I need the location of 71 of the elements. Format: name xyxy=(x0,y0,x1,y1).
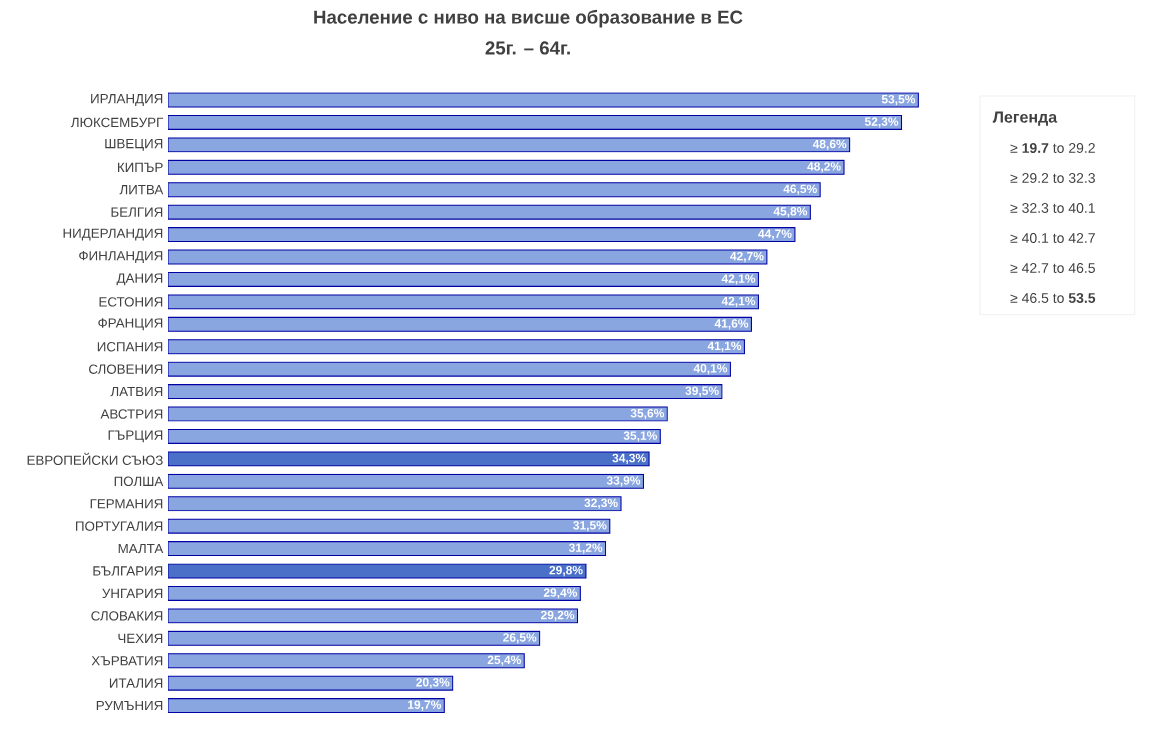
text: Легенда xyxy=(992,111,1058,126)
y-tick-label: ЕСТОНИЯ xyxy=(99,297,163,307)
bar xyxy=(168,608,579,624)
data-label: 40,1% xyxy=(693,364,728,375)
y-tick-label: МАЛТА xyxy=(118,543,164,554)
bar xyxy=(168,541,607,557)
data-label: 29,8% xyxy=(549,565,583,577)
data-label: 52,3% xyxy=(864,117,899,128)
bar xyxy=(168,249,768,265)
y-tick-label: СЛОВЕНИЯ xyxy=(89,364,163,374)
y-tick-label: ФРАНЦИЯ xyxy=(98,318,163,331)
text: ≥ 40.1 to 42.7 xyxy=(1010,233,1095,243)
y-tick-label: БЕЛГИЯ xyxy=(111,207,163,217)
y-tick-label: КИПЪР xyxy=(118,162,163,172)
data-label: 42,1% xyxy=(721,296,756,307)
y-tick-label: ЛЮКСЕМБУРГ xyxy=(70,117,164,128)
data-label: 48,2% xyxy=(807,162,841,173)
data-label: 41,1% xyxy=(707,341,742,352)
bar xyxy=(168,339,745,355)
data-label: 33,9% xyxy=(606,476,641,487)
y-tick-label: СЛОВАКИЯ xyxy=(91,611,163,621)
bar xyxy=(168,428,661,444)
data-label: 19,7% xyxy=(408,700,442,711)
y-tick-label: ГЕРМАНИЯ xyxy=(90,499,163,509)
data-label: 35,1% xyxy=(623,431,658,442)
data-label: 31,2% xyxy=(568,543,603,554)
data-label: 42,1% xyxy=(721,274,756,285)
y-tick-label: ПОРТУГАЛИЯ xyxy=(76,521,163,531)
data-label: 44,7% xyxy=(758,229,792,240)
data-label: 42,7% xyxy=(730,251,764,263)
y-tick-label: ИСПАНИЯ xyxy=(97,342,163,352)
y-tick-label: ЕВРОПЕЙСКИ СЪЮЗ xyxy=(27,452,163,465)
y-tick-label: ДАНИЯ xyxy=(116,273,163,286)
data-label: 31,5% xyxy=(573,521,607,532)
y-tick-label: ШВЕЦИЯ xyxy=(105,138,163,151)
data-label: 41,6% xyxy=(714,319,749,330)
text: ≥ 42.7 to 46.5 xyxy=(1010,263,1095,273)
data-label: 29,4% xyxy=(543,588,578,599)
y-tick-label: ЛАТВИЯ xyxy=(110,386,163,397)
data-label: 35,6% xyxy=(630,408,665,420)
data-label: 45,8% xyxy=(773,207,808,218)
text: ≥ 19.7 to 29.2 xyxy=(1010,143,1095,153)
data-label: 29,2% xyxy=(540,610,575,621)
y-tick-label: ИТАЛИЯ xyxy=(109,678,163,688)
chart-subtitle: 25г. – 64г. xyxy=(485,41,570,55)
data-label: 39,5% xyxy=(685,386,719,397)
y-tick-label: ЧЕХИЯ xyxy=(118,633,163,643)
data-label: 20,3% xyxy=(416,678,450,689)
y-tick-label: ГЪРЦИЯ xyxy=(108,430,163,443)
y-tick-label: ФИНЛАНДИЯ xyxy=(79,251,163,263)
y-tick-label: ИРЛАНДИЯ xyxy=(91,94,163,106)
y-tick-label: БЪЛГАРИЯ xyxy=(93,566,163,576)
y-tick-label: ЛИТВА xyxy=(119,185,164,195)
y-tick-label: НИДЕРЛАНДИЯ xyxy=(63,228,163,241)
data-label: 34,3% xyxy=(612,453,646,464)
data-label: 46,5% xyxy=(783,184,817,195)
y-tick-label: ПОЛША xyxy=(114,476,164,487)
y-tick-label: АВСТРИЯ xyxy=(100,409,163,419)
y-tick-label: ХЪРВАТИЯ xyxy=(91,656,163,666)
data-label: 53,5% xyxy=(881,94,916,106)
y-tick-label: РУМЪНИЯ xyxy=(96,700,163,711)
text: ≥ 29.2 to 32.3 xyxy=(1010,173,1095,183)
chart-title: Население с ниво на висше образование в ЕС xyxy=(314,9,743,28)
bar xyxy=(168,630,541,646)
data-label: 48,6% xyxy=(812,139,847,150)
text: ≥ 32.3 to 40.1 xyxy=(1010,203,1095,213)
data-label: 26,5% xyxy=(503,633,537,644)
data-label: 32,3% xyxy=(584,498,618,509)
y-tick-label: УНГАРИЯ xyxy=(102,588,163,599)
data-label: 25,4% xyxy=(487,655,521,666)
text: ≥ 46.5 to 53.5 xyxy=(1010,293,1096,303)
